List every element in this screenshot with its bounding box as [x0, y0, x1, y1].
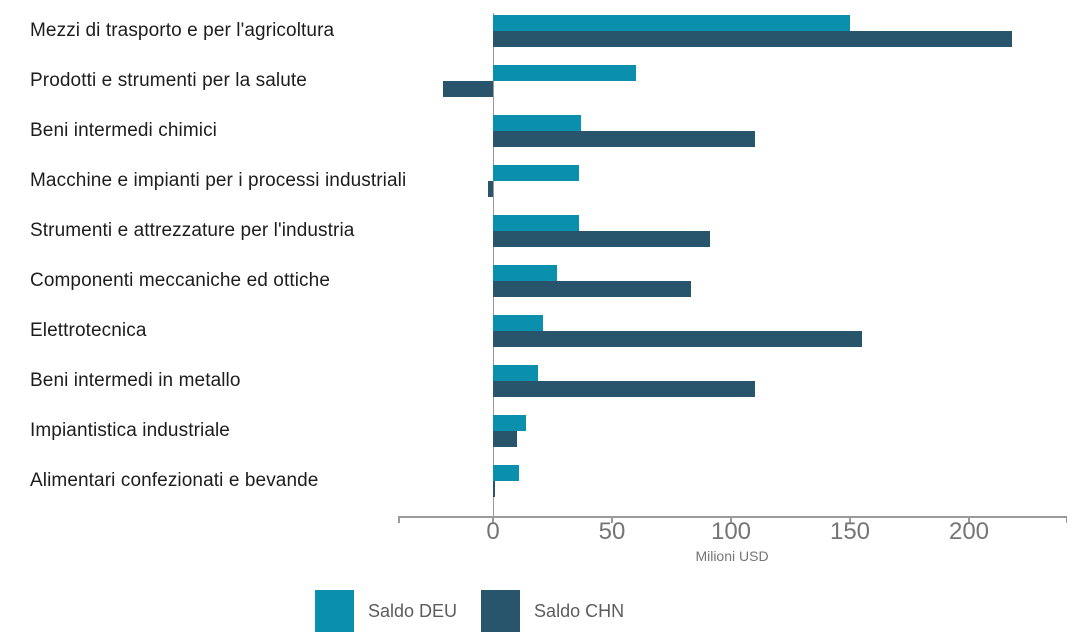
x-axis-endcap — [398, 518, 400, 523]
category-label: Alimentari confezionati e bevande — [30, 469, 319, 491]
bar-saldo-chn — [493, 130, 755, 147]
x-tick-label: 100 — [710, 518, 752, 545]
category-label: Elettrotecnica — [30, 319, 147, 341]
bar-saldo-deu — [493, 414, 527, 431]
legend-label-saldo-deu: Saldo DEU — [368, 600, 458, 621]
category-label: Componenti meccaniche ed ottiche — [30, 269, 330, 291]
bar-saldo-chn — [443, 80, 493, 97]
bar-saldo-deu — [493, 464, 520, 481]
bar-saldo-chn — [493, 380, 755, 397]
bar-saldo-deu — [493, 64, 636, 81]
x-axis-tick — [730, 518, 732, 523]
x-axis-tick — [849, 518, 851, 523]
x-axis-tick — [611, 518, 613, 523]
x-tick-label: 50 — [598, 518, 626, 545]
category-label: Beni intermedi chimici — [30, 119, 217, 141]
x-axis-title: Milioni USD — [695, 548, 769, 564]
category-label: Strumenti e attrezzature per l'industria — [30, 219, 355, 241]
bar-saldo-chn — [493, 280, 691, 297]
x-tick-label: 0 — [486, 518, 500, 545]
bar-saldo-deu — [493, 314, 543, 331]
bar-saldo-deu — [493, 114, 582, 131]
bar-saldo-deu — [493, 164, 579, 181]
x-axis-line — [398, 516, 1067, 518]
bar-saldo-chn — [493, 30, 1012, 47]
x-axis-tick — [968, 518, 970, 523]
legend-swatch-saldo-chn — [481, 590, 521, 632]
bar-saldo-deu — [493, 214, 579, 231]
legend-label-saldo-chn: Saldo CHN — [534, 600, 625, 621]
legend-swatch-saldo-deu — [315, 590, 354, 632]
x-tick-label: 200 — [948, 518, 990, 545]
bar-saldo-chn — [488, 180, 493, 197]
x-tick-label: 150 — [829, 518, 871, 545]
bar-saldo-chn — [493, 330, 862, 347]
bar-saldo-chn — [493, 480, 496, 497]
category-label: Macchine e impianti per i processi indus… — [30, 169, 407, 191]
category-label: Prodotti e strumenti per la salute — [30, 69, 307, 91]
x-axis-endcap — [1065, 518, 1067, 523]
category-label: Impiantistica industriale — [30, 419, 230, 441]
category-label: Beni intermedi in metallo — [30, 369, 241, 391]
bar-saldo-deu — [493, 14, 850, 31]
legend: Saldo DEU Saldo CHN — [315, 590, 648, 632]
bar-saldo-chn — [493, 230, 710, 247]
bar-saldo-deu — [493, 364, 539, 381]
x-axis-tick — [492, 518, 494, 523]
bar-saldo-chn — [493, 430, 517, 447]
category-label: Mezzi di trasporto e per l'agricoltura — [30, 19, 335, 41]
bar-saldo-deu — [493, 264, 558, 281]
